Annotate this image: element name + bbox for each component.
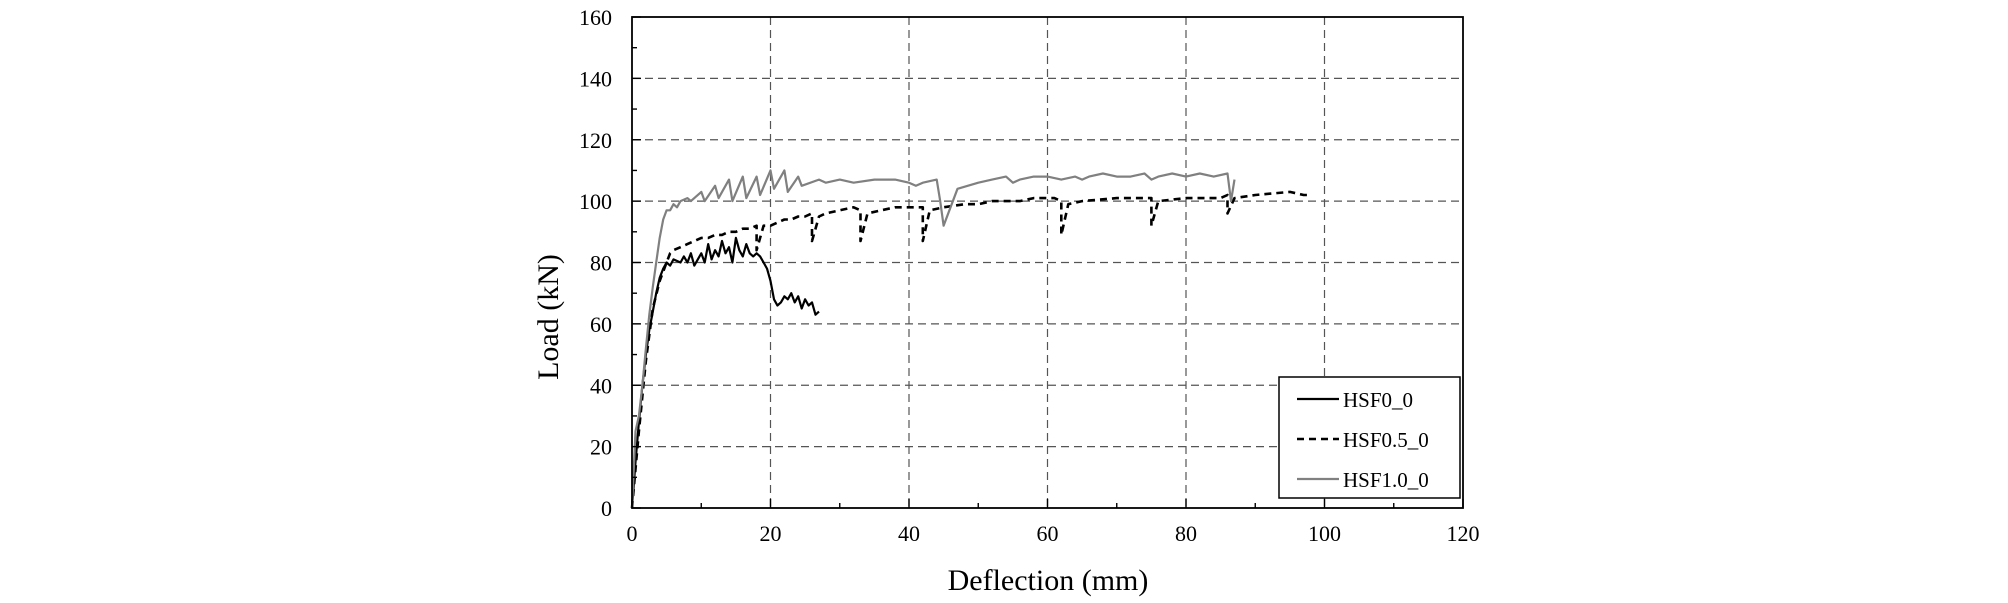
series-line-2 [630, 169, 1236, 509]
x-tick-label: 100 [1308, 521, 1341, 546]
x-tick-label: 20 [760, 521, 782, 546]
y-axis-title: Load (kN) [532, 254, 565, 380]
legend-label-2: HSF1.0_0 [1343, 468, 1429, 492]
y-tick-label: 40 [590, 373, 612, 398]
x-tick-label: 40 [898, 521, 920, 546]
series-line-1 [630, 190, 1311, 509]
x-axis-title: Deflection (mm) [948, 564, 1149, 597]
x-tick-label: 120 [1447, 521, 1480, 546]
y-tick-labels: 0 20 40 60 80 100 120 140 160 [579, 5, 612, 521]
legend: HSF0_0 HSF0.5_0 HSF1.0_0 [1278, 376, 1461, 499]
y-tick-label: 120 [579, 128, 612, 153]
y-tick-label: 0 [601, 496, 612, 521]
x-tick-label: 60 [1037, 521, 1059, 546]
x-tick-label: 0 [627, 521, 638, 546]
minor-ticks [631, 16, 1464, 509]
legend-box [1278, 376, 1461, 499]
y-tick-label: 160 [579, 5, 612, 30]
x-tick-label: 80 [1175, 521, 1197, 546]
legend-label-1: HSF0.5_0 [1343, 428, 1429, 452]
y-tick-label: 140 [579, 66, 612, 91]
series-group [630, 169, 1311, 509]
x-tick-labels: 0 20 40 60 80 100 120 [627, 521, 1480, 546]
y-tick-label: 80 [590, 251, 612, 276]
y-tick-label: 60 [590, 312, 612, 337]
y-tick-label: 100 [579, 189, 612, 214]
legend-label-0: HSF0_0 [1343, 388, 1413, 412]
y-tick-label: 20 [590, 435, 612, 460]
